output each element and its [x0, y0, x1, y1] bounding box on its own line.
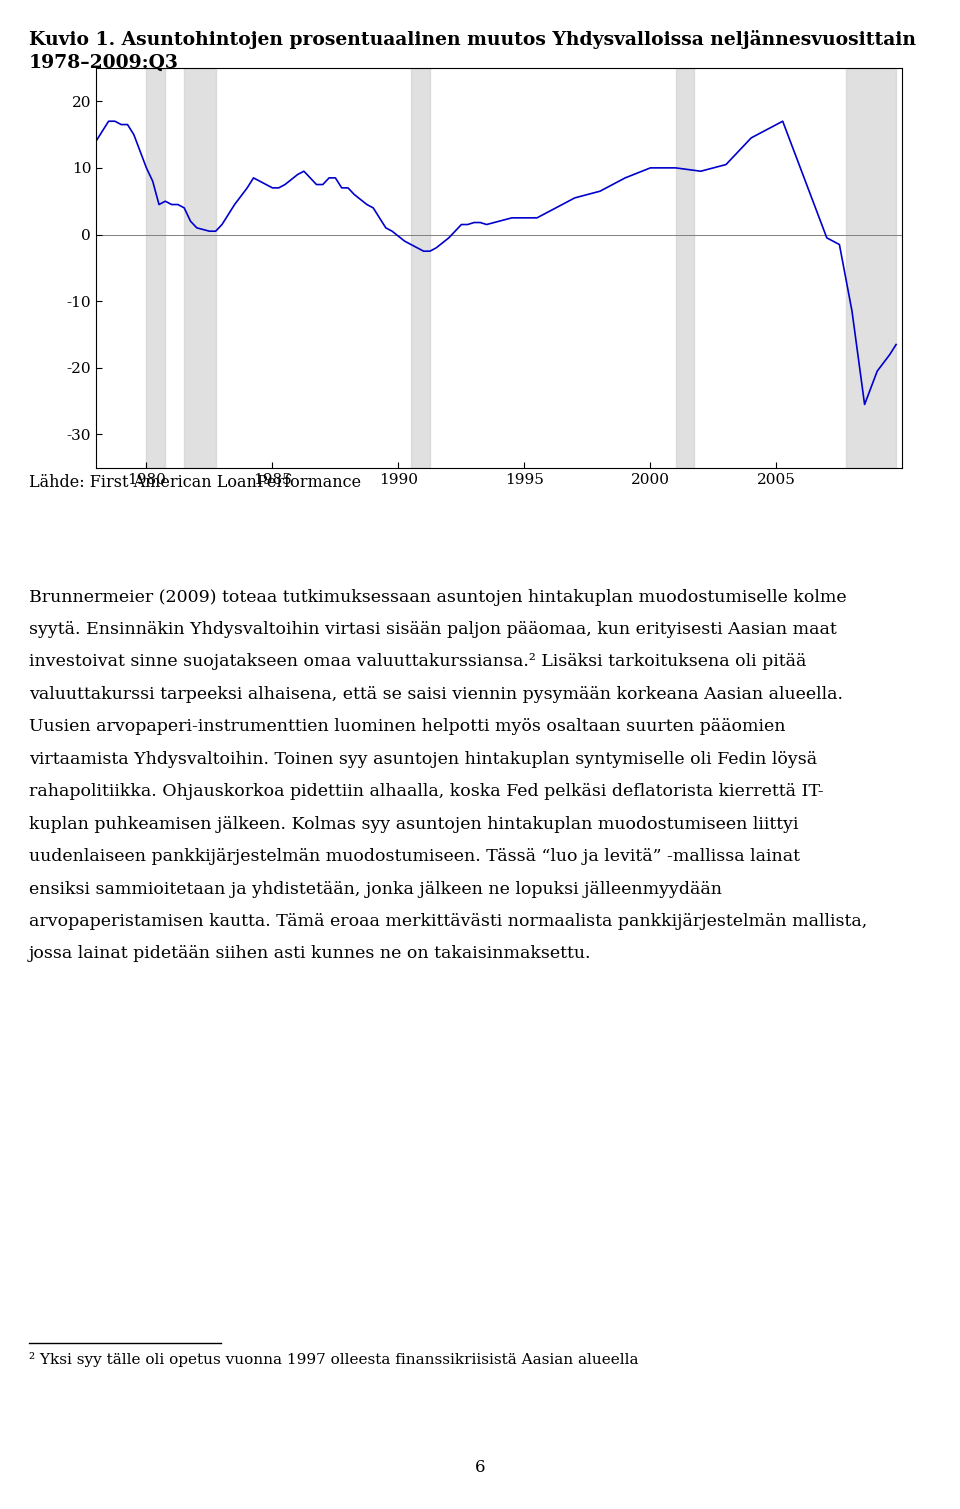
- Text: virtaamista Yhdysvaltoihin. Toinen syy asuntojen hintakuplan syntymiselle oli Fe: virtaamista Yhdysvaltoihin. Toinen syy a…: [29, 751, 817, 768]
- Bar: [846, 68, 896, 468]
- Bar: [184, 68, 216, 468]
- Text: Brunnermeier (2009) toteaa tutkimuksessaan asuntojen hintakuplan muodostumiselle: Brunnermeier (2009) toteaa tutkimuksessa…: [29, 589, 847, 605]
- Bar: [411, 68, 430, 468]
- Text: Lähde: First American LoanPerformance: Lähde: First American LoanPerformance: [29, 474, 361, 490]
- Text: rahapolitiikka. Ohjauskorkoa pidettiin alhaalla, koska Fed pelkäsi deflatorista : rahapolitiikka. Ohjauskorkoa pidettiin a…: [29, 783, 824, 800]
- Text: investoivat sinne suojatakseen omaa valuuttakurssiansa.² Lisäksi tarkoituksena o: investoivat sinne suojatakseen omaa valu…: [29, 653, 806, 670]
- Text: syytä. Ensinnäkin Yhdysvaltoihin virtasi sisään paljon pääomaa, kun erityisesti : syytä. Ensinnäkin Yhdysvaltoihin virtasi…: [29, 622, 836, 638]
- Text: 1978–2009:Q3: 1978–2009:Q3: [29, 54, 179, 72]
- Text: uudenlaiseen pankkijärjestelmän muodostumiseen. Tässä “luo ja levitä” -mallissa : uudenlaiseen pankkijärjestelmän muodostu…: [29, 848, 800, 865]
- Text: kuplan puhkeamisen jälkeen. Kolmas syy asuntojen hintakuplan muodostumiseen liit: kuplan puhkeamisen jälkeen. Kolmas syy a…: [29, 815, 799, 833]
- Bar: [147, 68, 165, 468]
- Text: ensiksi sammioitetaan ja yhdistetään, jonka jälkeen ne lopuksi jälleenmyydään: ensiksi sammioitetaan ja yhdistetään, jo…: [29, 881, 722, 898]
- Text: Uusien arvopaperi-instrumenttien luominen helpotti myös osaltaan suurten pääomie: Uusien arvopaperi-instrumenttien luomine…: [29, 718, 785, 735]
- Bar: [676, 68, 694, 468]
- Text: ² Yksi syy tälle oli opetus vuonna 1997 olleesta finanssikriisistä Aasian alueel: ² Yksi syy tälle oli opetus vuonna 1997 …: [29, 1352, 638, 1367]
- Text: jossa lainat pidetään siihen asti kunnes ne on takaisinmaksettu.: jossa lainat pidetään siihen asti kunnes…: [29, 945, 591, 963]
- Text: Kuvio 1. Asuntohintojen prosentuaalinen muutos Yhdysvalloissa neljännesvuosittai: Kuvio 1. Asuntohintojen prosentuaalinen …: [29, 30, 916, 50]
- Text: valuuttakurssi tarpeeksi alhaisena, että se saisi viennin pysymään korkeana Aasi: valuuttakurssi tarpeeksi alhaisena, että…: [29, 685, 843, 703]
- Text: arvopaperistamisen kautta. Tämä eroaa merkittävästi normaalista pankkijärjestelm: arvopaperistamisen kautta. Tämä eroaa me…: [29, 913, 867, 930]
- Text: 6: 6: [475, 1459, 485, 1476]
